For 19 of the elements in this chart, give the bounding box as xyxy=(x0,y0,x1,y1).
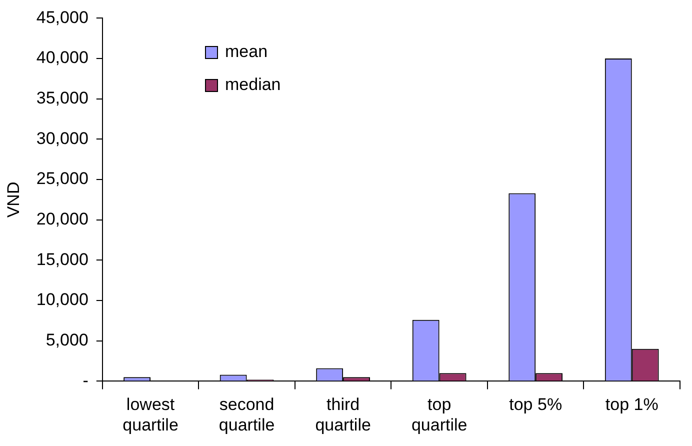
y-tick-label: 20,000 xyxy=(36,210,88,229)
y-tick-label: 40,000 xyxy=(36,48,88,68)
legend-label: median xyxy=(225,75,281,95)
x-tick-label: lowest quartile xyxy=(122,395,178,434)
x-tick-label: top quartile xyxy=(411,395,468,434)
x-tick-label: top 5% xyxy=(509,395,562,414)
y-tick-label: - xyxy=(82,370,88,390)
x-tick-label: third quartile xyxy=(315,395,371,434)
y-tick-label: 25,000 xyxy=(36,169,88,188)
y-tick-label: 30,000 xyxy=(36,128,88,148)
y-tick-label: 45,000 xyxy=(36,8,88,27)
x-tick-label: top 1% xyxy=(605,395,658,414)
x-tick-label: second quartile xyxy=(218,395,275,434)
y-axis-title: VND xyxy=(4,182,23,218)
y-tick-label: 5,000 xyxy=(46,330,88,350)
y-tick-label: 15,000 xyxy=(36,250,88,269)
y-tick-label: 35,000 xyxy=(36,88,88,108)
legend-label: mean xyxy=(225,42,268,62)
y-tick-label: 10,000 xyxy=(36,290,88,310)
